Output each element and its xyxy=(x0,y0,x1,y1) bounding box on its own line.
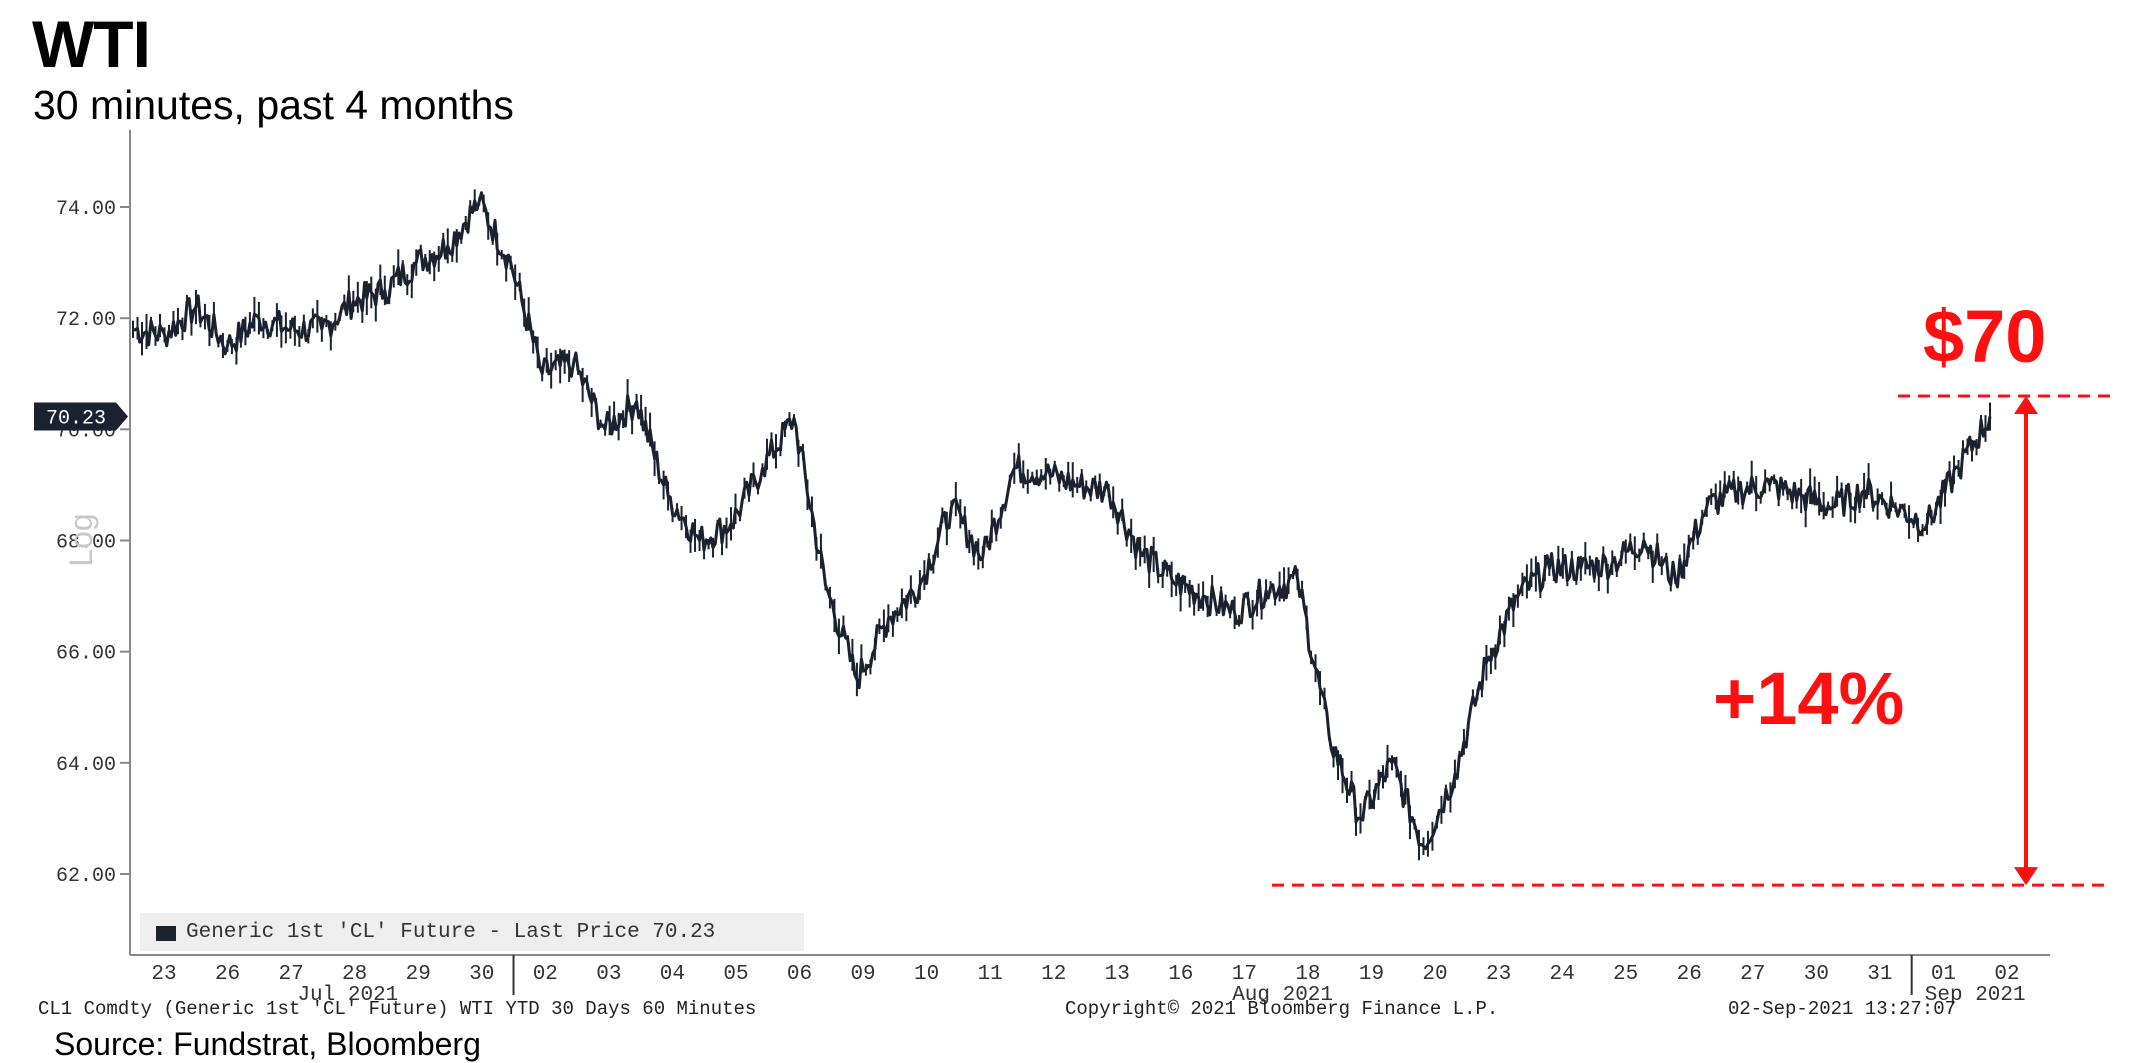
annotation-layer xyxy=(1272,394,2110,887)
x-tick-label: 10 xyxy=(914,963,939,986)
x-tick-label: 05 xyxy=(723,963,748,986)
footer-timestamp: 02-Sep-2021 13:27:07 xyxy=(1728,998,1957,1020)
footer-copyright: Copyright© 2021 Bloomberg Finance L.P. xyxy=(1065,998,1499,1020)
x-month-label: Aug 2021 xyxy=(1232,984,1333,1007)
legend-swatch xyxy=(156,926,176,941)
range-arrow-head-up xyxy=(2014,395,2038,414)
x-tick-label: 28 xyxy=(342,963,367,986)
x-tick-label: 02 xyxy=(1994,963,2019,986)
x-tick-label: 27 xyxy=(1740,963,1765,986)
x-tick-label: 17 xyxy=(1232,963,1257,986)
source-note: Source: Fundstrat, Bloomberg xyxy=(54,1026,481,1062)
x-tick-label: 11 xyxy=(978,963,1003,986)
x-tick-label: 20 xyxy=(1422,963,1447,986)
last-price-tag-label: 70.23 xyxy=(46,408,106,431)
y-tick-label: 64.00 xyxy=(56,754,116,777)
x-tick-label: 27 xyxy=(278,963,303,986)
x-tick-label: 31 xyxy=(1867,963,1892,986)
x-tick-label: 12 xyxy=(1041,963,1066,986)
chart-subtitle: 30 minutes, past 4 months xyxy=(33,82,514,128)
x-tick-label: 26 xyxy=(215,963,240,986)
x-tick-label: 03 xyxy=(596,963,621,986)
price-series xyxy=(132,189,1992,861)
footer-ticker-description: CL1 Comdty (Generic 1st 'CL' Future) WTI… xyxy=(38,998,757,1020)
x-tick-label: 25 xyxy=(1613,963,1638,986)
x-month-label: Sep 2021 xyxy=(1925,984,2026,1007)
x-tick-label: 23 xyxy=(151,963,176,986)
x-tick-label: 19 xyxy=(1359,963,1384,986)
x-tick-label: 06 xyxy=(787,963,812,986)
price-annotation: $70 xyxy=(1923,295,2047,378)
x-month-label: Jul 2021 xyxy=(297,984,398,1007)
x-tick-label: 29 xyxy=(406,963,431,986)
y-tick-label: 72.00 xyxy=(56,309,116,332)
y-tick-label: 66.00 xyxy=(56,643,116,666)
x-tick-label: 01 xyxy=(1931,963,1956,986)
y-axis-label: Log xyxy=(63,513,99,566)
x-tick-label: 04 xyxy=(660,963,685,986)
x-tick-label: 16 xyxy=(1168,963,1193,986)
x-tick-label: 23 xyxy=(1486,963,1511,986)
y-tick-label: 74.00 xyxy=(56,198,116,221)
x-tick-label: 24 xyxy=(1550,963,1575,986)
range-arrow-head-down xyxy=(2014,867,2038,886)
change-annotation: +14% xyxy=(1713,657,1905,740)
last-price-tag-shape xyxy=(34,402,128,431)
x-tick-label: 02 xyxy=(533,963,558,986)
y-tick-label: 68.00 xyxy=(56,532,116,555)
legend-label: Generic 1st 'CL' Future - Last Price 70.… xyxy=(186,921,716,944)
x-tick-label: 26 xyxy=(1677,963,1702,986)
x-tick-label: 30 xyxy=(469,963,494,986)
legend: Generic 1st 'CL' Future - Last Price 70.… xyxy=(140,913,804,951)
x-tick-label: 13 xyxy=(1105,963,1130,986)
x-tick-label: 09 xyxy=(850,963,875,986)
x-tick-label: 18 xyxy=(1295,963,1320,986)
last-price-tag: 70.23 xyxy=(34,402,128,431)
x-axis: 23 26 27 28 29 30 02 03 04 05 06 09 10 11 12 13 16 17 18 19… xyxy=(130,954,2050,1007)
x-tick-label: 30 xyxy=(1804,963,1829,986)
y-tick-label: 62.00 xyxy=(56,865,116,888)
chart-title: WTI xyxy=(32,7,151,81)
